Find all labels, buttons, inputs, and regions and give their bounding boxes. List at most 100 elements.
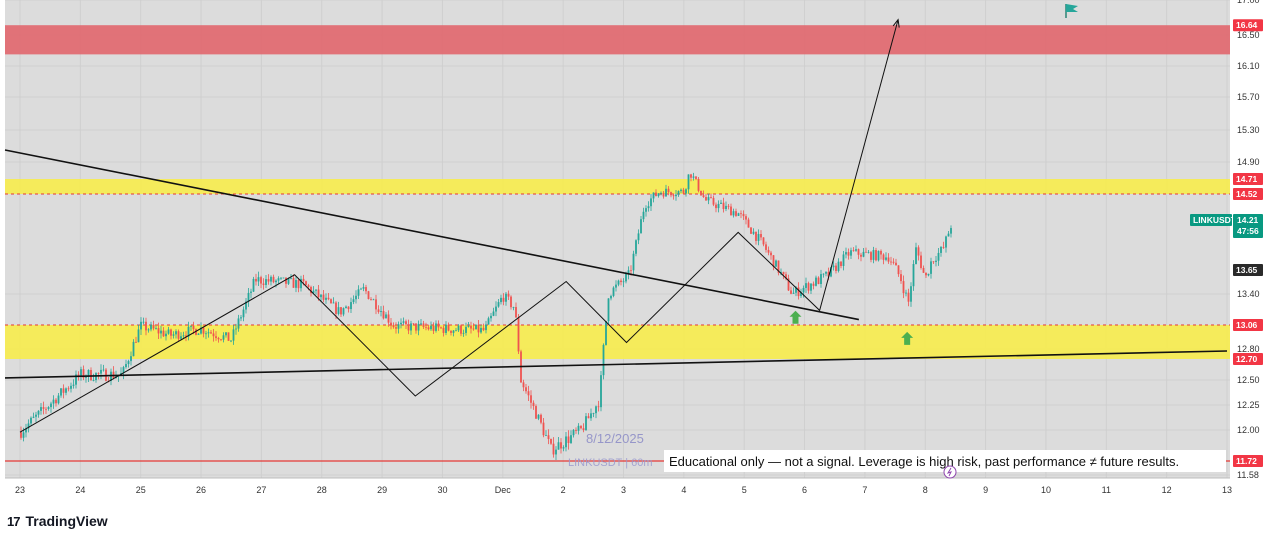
candle-body-150 [395, 327, 397, 329]
price-tick-label-7: 12.80 [1237, 344, 1260, 354]
candle-body-175 [457, 325, 460, 331]
candle-body-137 [362, 287, 365, 289]
candle-body-352 [900, 274, 902, 282]
candle-body-77 [212, 333, 215, 337]
candle-body-182 [475, 324, 477, 330]
candle-body-257 [662, 192, 665, 197]
price-tick-label-5: 14.90 [1237, 157, 1260, 167]
candle-body-22 [75, 374, 77, 385]
candle-body-350 [895, 262, 897, 266]
candle-body-235 [607, 298, 610, 322]
candle-body-4 [30, 417, 32, 424]
candle-body-183 [477, 324, 480, 333]
candle-body-84 [230, 340, 232, 342]
watermark-symbol: LINKUSDT | 60m [568, 457, 653, 469]
candle-body-307 [787, 278, 790, 291]
candle-body-302 [775, 260, 777, 267]
candle-body-337 [862, 251, 865, 257]
candle-body-349 [892, 261, 895, 263]
candle-body-264 [680, 189, 682, 192]
candle-body-273 [702, 195, 705, 198]
candle-body-90 [245, 301, 247, 310]
drawings [4, 18, 1228, 433]
candle-body-1 [22, 432, 25, 438]
candle-body-111 [297, 280, 300, 289]
candle-body-312 [800, 292, 802, 297]
projection-arrowhead [892, 18, 900, 28]
candle-body-75 [207, 332, 210, 334]
plot-area[interactable] [5, 0, 1230, 478]
candle-body-152 [400, 322, 402, 325]
time-tick-label-14: 7 [862, 485, 867, 495]
candle-body-239 [617, 280, 620, 285]
candle-body-31 [97, 373, 100, 374]
tradingview-logo[interactable]: 17 TradingView [7, 513, 108, 529]
candle-body-135 [357, 289, 360, 296]
candle-body-330 [845, 252, 847, 255]
candle-body-291 [747, 219, 750, 228]
candle-body-187 [487, 318, 490, 325]
candle-body-325 [832, 265, 835, 268]
candle-body-223 [577, 425, 580, 431]
trendline-0 [4, 149, 860, 321]
candle-body-46 [135, 341, 137, 343]
price-tag-2 [1233, 188, 1263, 200]
candle-body-217 [562, 447, 565, 449]
candle-body-97 [262, 283, 265, 285]
candle-body-293 [752, 231, 755, 234]
candle-body-99 [267, 279, 270, 282]
candle-body-141 [372, 299, 375, 301]
candle-body-205 [532, 402, 535, 407]
price-tick-label-8: 12.50 [1237, 375, 1260, 385]
candle-body-179 [467, 325, 470, 327]
candle-body-110 [295, 280, 297, 288]
candle-body-369 [942, 246, 945, 248]
candle-body-230 [595, 406, 597, 414]
candle-body-289 [742, 213, 745, 217]
candle-body-52 [150, 324, 152, 330]
candle-body-342 [875, 250, 877, 261]
candle-body-295 [757, 234, 760, 241]
candle-body-96 [260, 277, 262, 284]
candle-body-8 [40, 407, 42, 411]
candle-body-5 [32, 416, 35, 418]
price-tag-label-0: 16.64 [1236, 20, 1258, 30]
candle-body-155 [407, 324, 410, 331]
candle-body-371 [947, 233, 950, 237]
candle-body-119 [317, 289, 320, 298]
candle-body-113 [302, 278, 305, 282]
price-tag-label-2: 14.52 [1236, 189, 1258, 199]
candle-body-164 [430, 325, 432, 330]
candle-body-317 [812, 283, 815, 286]
zones [5, 25, 1230, 359]
candle-body-79 [217, 338, 220, 340]
candle-body-184 [480, 327, 482, 333]
candle-body-177 [462, 332, 465, 334]
candle-body-195 [507, 293, 510, 297]
candle-body-121 [322, 294, 325, 300]
candle-body-158 [415, 323, 417, 331]
time-tick-label-11: 4 [681, 485, 686, 495]
time-axis[interactable]: 23 24 25 26 27 28 29 30 Dec 2 3 4 5 6 7 8 9 10 11 12 13 [0, 477, 1277, 500]
candle-body-366 [935, 260, 937, 262]
candle-body-229 [592, 413, 595, 414]
candle-body-286 [735, 211, 737, 216]
trendline-1 [4, 350, 1228, 379]
candle-body-2 [25, 428, 27, 433]
candle-body-76 [210, 332, 212, 334]
candle-body-124 [330, 299, 332, 304]
candle-body-94 [255, 278, 257, 282]
current-symbol-label: LINKUSDT [1193, 215, 1237, 225]
candle-body-356 [910, 286, 912, 302]
candle-body-304 [780, 271, 782, 273]
price-axis[interactable]: 17.00 16.50 16.10 15.70 15.30 14.90 13.40 12.80… [1230, 0, 1277, 480]
candle-body-210 [545, 435, 547, 437]
candle-body-105 [282, 277, 285, 279]
candle-body-33 [102, 369, 105, 371]
candle-body-334 [855, 249, 857, 251]
candlesticks [20, 172, 952, 461]
candle-body-185 [482, 327, 485, 331]
candle-body-338 [865, 251, 867, 253]
candle-body-50 [145, 321, 147, 331]
